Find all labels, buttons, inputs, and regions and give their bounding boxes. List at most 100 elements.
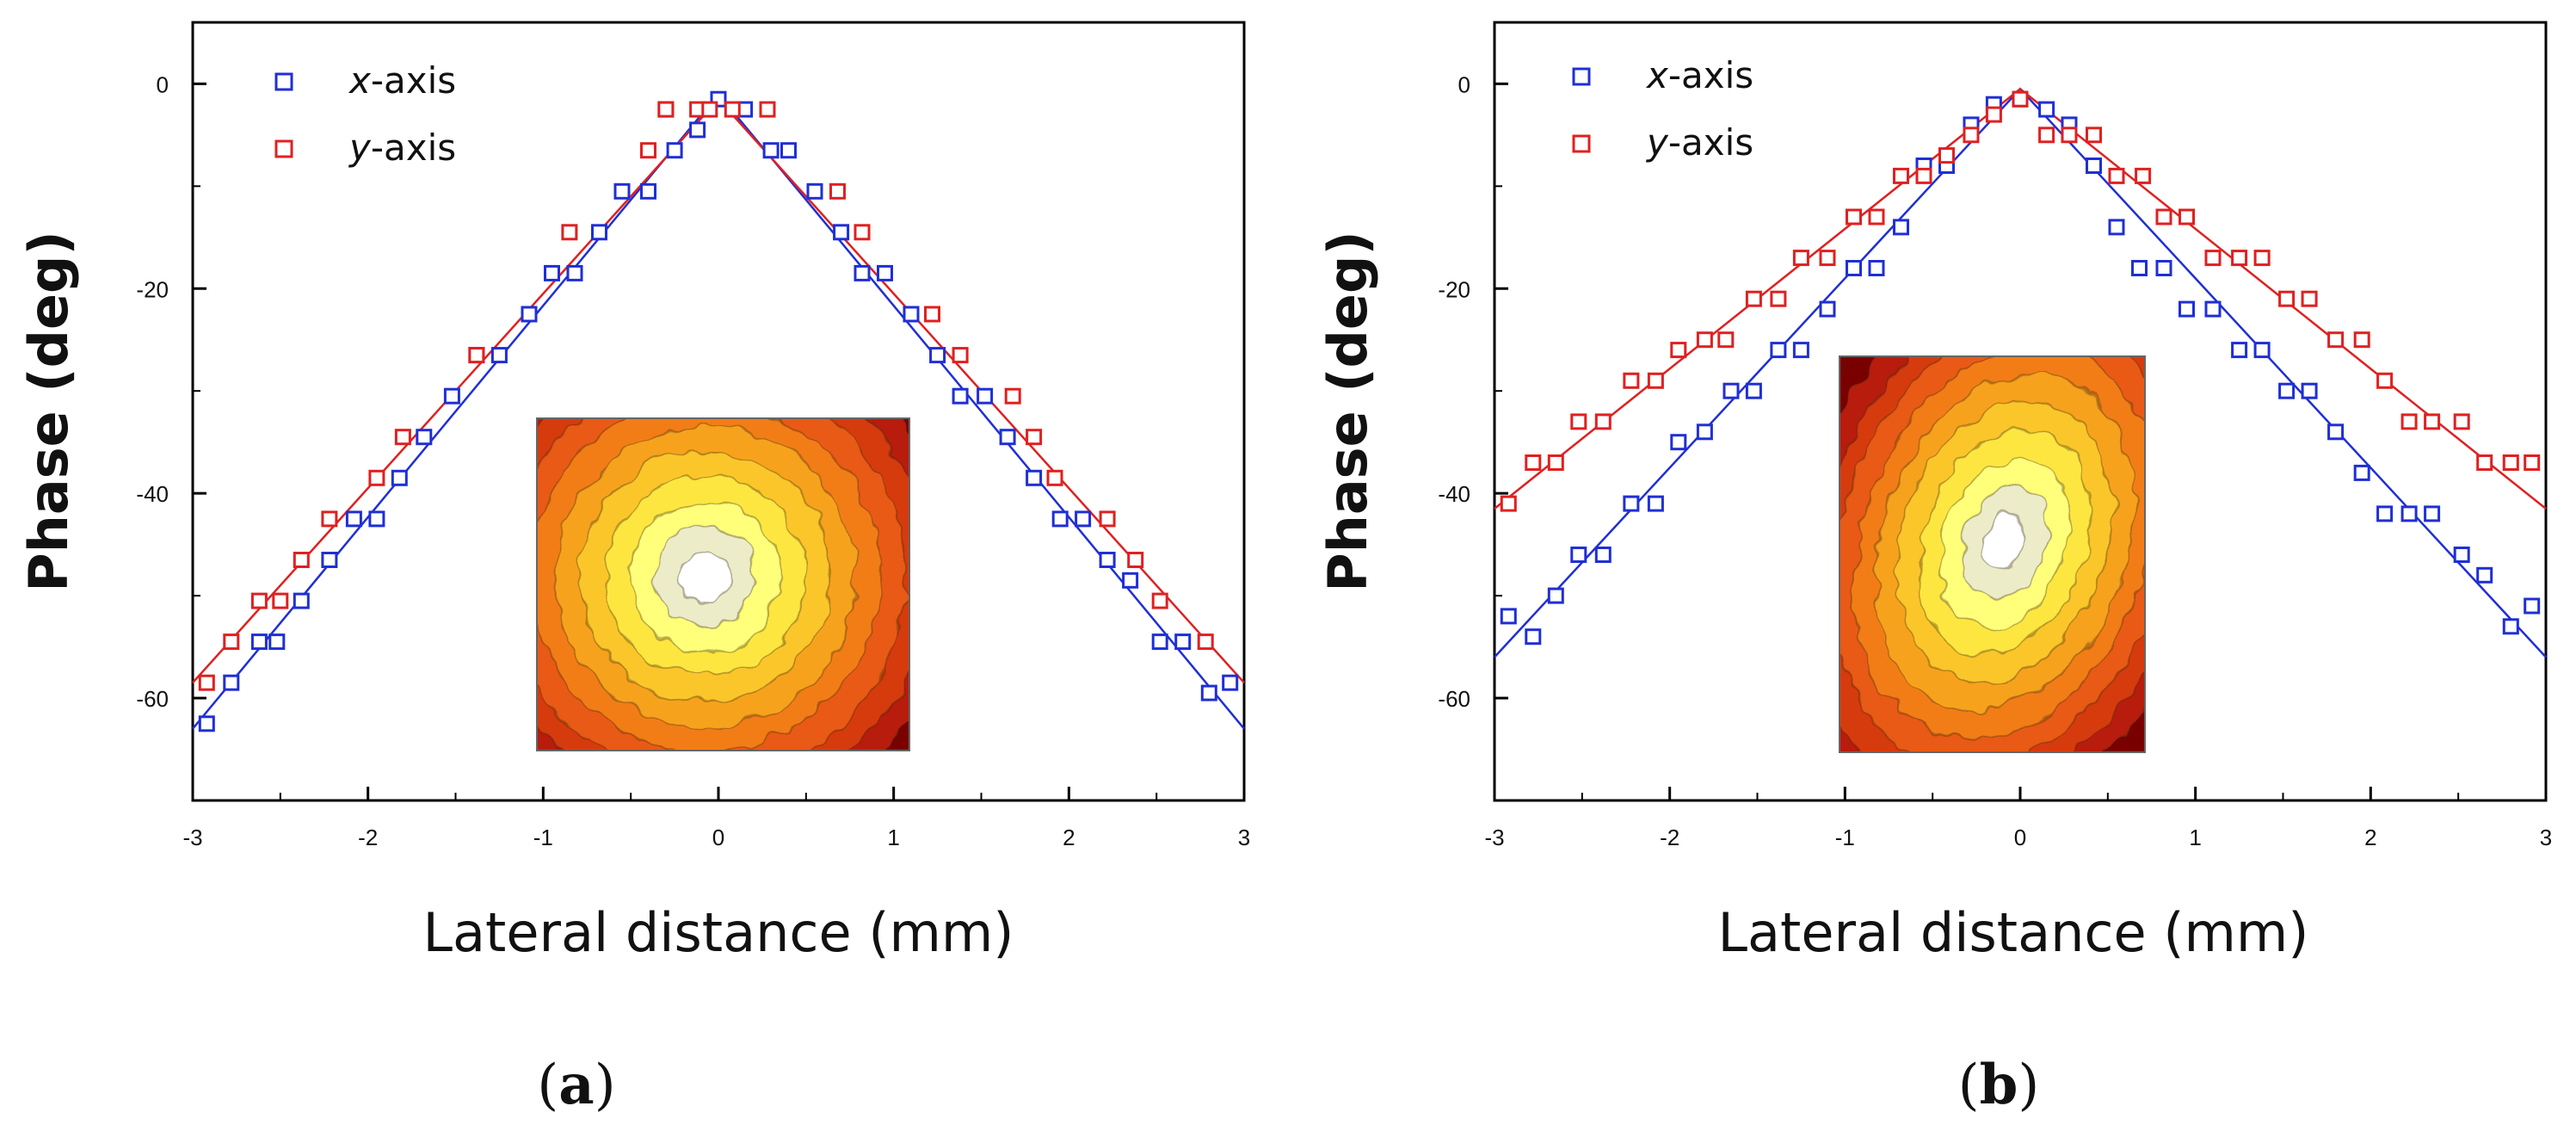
contour-level-11: [1982, 513, 2027, 572]
x-axis-point: [490, 347, 508, 364]
x-axis-point: [1547, 587, 1564, 604]
y-axis-point: [1004, 387, 1021, 405]
x-tick-label: 2: [2364, 825, 2376, 850]
x-axis-point: [1151, 633, 1168, 651]
x-axis-point: [1722, 382, 1740, 399]
x-tick-label: -3: [1484, 825, 1504, 850]
x-axis-point: [268, 633, 286, 651]
x-tick-label: 3: [2540, 825, 2552, 850]
x-axis-point: [1570, 547, 1587, 563]
y-axis-point: [1770, 290, 1787, 307]
panel-caption-a: (a): [537, 1053, 615, 1117]
legend-marker: [1572, 67, 1591, 86]
x-tick-label: -3: [182, 825, 202, 850]
y-axis-point: [1938, 147, 1955, 164]
y-axis-point: [1745, 290, 1762, 307]
x-axis-point: [2524, 597, 2541, 615]
x-axis-point: [640, 182, 656, 200]
y-axis-point: [272, 592, 289, 609]
fit-line-y: [1494, 87, 2547, 510]
x-axis-point: [1670, 434, 1687, 451]
y-axis-point: [1915, 167, 1932, 184]
x-axis-point: [1745, 382, 1762, 399]
y-axis-point: [724, 101, 741, 118]
y-axis-point: [368, 469, 385, 486]
y-axis-point: [1647, 372, 1664, 389]
y-axis-point: [2502, 454, 2519, 471]
x-axis-point: [689, 121, 706, 139]
y-axis-point: [2453, 413, 2470, 430]
legend-marker: [1572, 134, 1591, 153]
y-axis-point: [2301, 290, 2318, 307]
x-axis-point: [2502, 618, 2519, 635]
x-axis-point: [666, 142, 683, 159]
y-axis-point: [2086, 127, 2102, 144]
y-axis-point: [1963, 127, 1980, 144]
y-axis-point: [2253, 250, 2271, 267]
x-axis-label-b: Lateral distance (mm): [1718, 901, 2309, 964]
y-tick-label: -40: [136, 481, 169, 507]
x-tick-label: -2: [1660, 825, 1679, 850]
y-tick-label: -40: [1438, 481, 1470, 507]
y-tick-label: 0: [1458, 71, 1470, 97]
x-axis-point: [762, 142, 780, 159]
x-axis-point: [1594, 547, 1612, 563]
x-axis-point: [2376, 505, 2394, 522]
y-axis-point: [657, 101, 675, 118]
x-axis-point: [2155, 260, 2172, 276]
y-axis-point: [2476, 454, 2493, 471]
y-axis-point: [1099, 510, 1116, 528]
x-axis-point: [1647, 495, 1664, 512]
inset-frame: [1839, 355, 2146, 753]
legend-marker: [274, 139, 293, 158]
y-axis-point: [2353, 331, 2370, 349]
legend-label: y-axis: [348, 127, 456, 169]
y-axis-point: [701, 101, 718, 118]
x-axis-point: [1846, 260, 1862, 276]
x-tick-label: -2: [358, 825, 378, 850]
x-tick-label: -1: [1835, 825, 1855, 850]
x-axis-point: [2327, 423, 2345, 441]
x-axis-point: [1623, 495, 1640, 512]
x-axis-point: [1696, 423, 1713, 441]
x-axis-point: [2400, 505, 2418, 522]
x-axis-point: [2086, 158, 2102, 174]
x-axis-label-a: Lateral distance (mm): [423, 901, 1014, 964]
x-tick-label: 1: [887, 825, 899, 850]
y-axis-point: [829, 182, 846, 200]
legend-label: x-axis: [1645, 54, 1753, 96]
panel-b: -3 -2 -1 0 1 2 3 0 -20 -40 -60 x-axis y-axis Later…: [1316, 21, 2552, 1117]
x-axis-point: [1051, 510, 1069, 528]
x-axis-point: [952, 387, 969, 405]
x-axis-point: [2204, 300, 2222, 318]
y-axis-point: [1570, 413, 1587, 430]
x-axis-point: [1819, 300, 1836, 318]
y-axis-point: [1127, 552, 1144, 568]
x-tick-label: 1: [2189, 825, 2201, 850]
y-axis-point: [2038, 127, 2055, 144]
y-axis-point: [293, 552, 310, 568]
y-axis-point: [2400, 413, 2418, 430]
x-axis-point: [2231, 342, 2248, 359]
y-axis-point: [1985, 106, 2002, 123]
y-tick-label: -60: [1438, 686, 1470, 712]
x-axis-point: [1868, 260, 1885, 276]
y-axis-point: [1717, 331, 1735, 349]
y-axis-label-b: Phase (deg): [1316, 231, 1379, 591]
y-axis-point: [1525, 454, 1542, 471]
x-axis-point: [391, 469, 408, 486]
x-axis-point: [2253, 342, 2271, 359]
legend-marker: [274, 72, 293, 91]
contour-inset-b: [1839, 355, 2146, 753]
y-axis-point: [1594, 413, 1612, 430]
x-axis-point: [1200, 684, 1217, 701]
x-axis-point: [1099, 552, 1116, 568]
x-axis-point: [2038, 101, 2055, 118]
x-axis-point: [2301, 382, 2318, 399]
y-axis-point: [321, 510, 338, 528]
y-axis-point: [561, 224, 578, 241]
x-axis-point: [2424, 505, 2441, 522]
x-axis-point: [293, 592, 310, 609]
x-axis-point: [929, 347, 946, 364]
